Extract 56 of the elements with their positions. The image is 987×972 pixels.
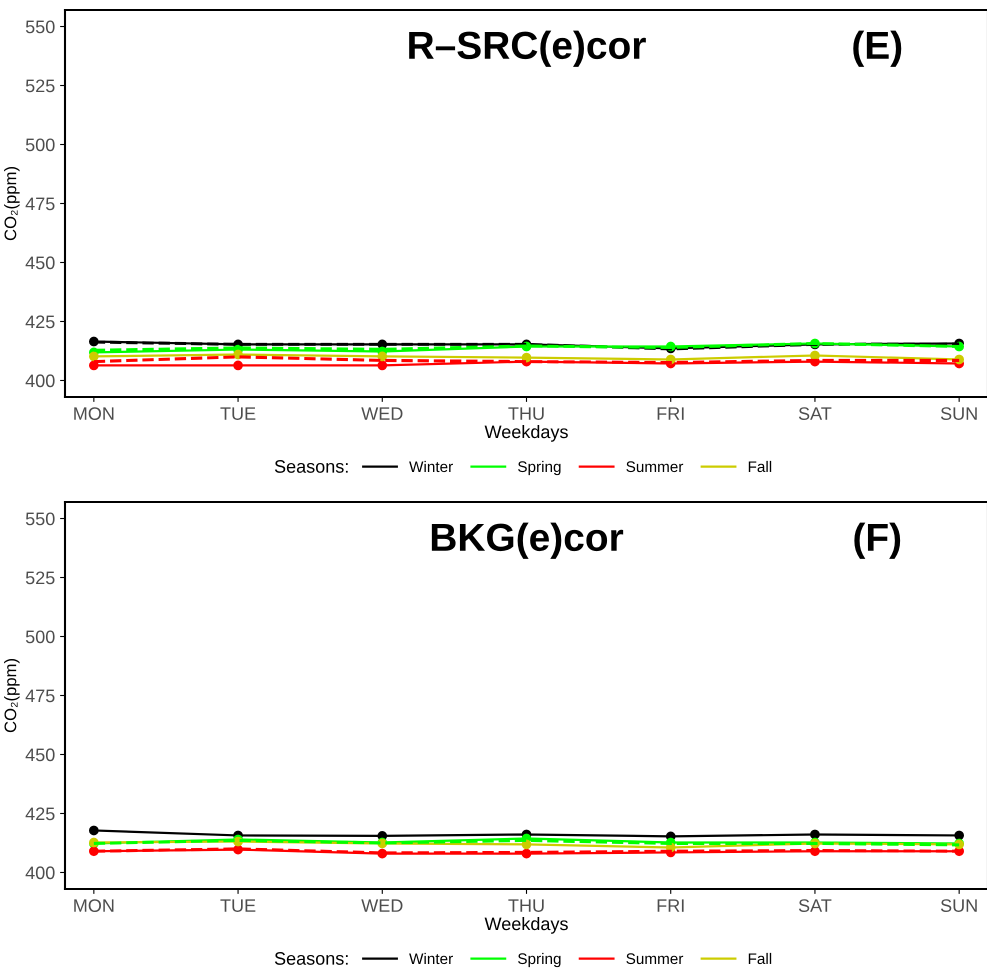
chart-title: R–SRC(e)cor	[409, 30, 646, 67]
x-tick-label: SAT	[798, 407, 832, 420]
x-axis-title: Weekdays	[484, 424, 568, 442]
legend-label: Fall	[748, 460, 772, 472]
y-tick-label: 500	[26, 630, 55, 644]
legend-label: Summer	[626, 953, 684, 964]
y-tick-label: 475	[26, 690, 55, 702]
x-tick-label: TUE	[220, 899, 256, 912]
chart-title: BKG(e)cor	[432, 522, 624, 559]
point	[88, 826, 99, 836]
annotation: (F)	[854, 522, 900, 559]
legend-label: Spring	[518, 952, 561, 968]
legend-title: Seasons:	[274, 460, 348, 473]
point	[810, 830, 820, 840]
x-tick-label: SAT	[798, 899, 832, 912]
point	[522, 352, 532, 362]
legend-label: Summer	[626, 461, 684, 472]
x-tick-label: MON	[74, 899, 114, 912]
legend-label: Fall	[748, 952, 772, 964]
x-tick-label: THU	[508, 407, 544, 420]
x-tick-label: FRI	[658, 407, 684, 420]
x-tick-label: SUN	[940, 407, 977, 420]
y-tick-label: 550	[26, 20, 55, 34]
x-axis-title: Weekdays	[484, 916, 568, 934]
y-tick-label: 450	[26, 256, 55, 270]
legend-label: Winter	[409, 952, 453, 964]
x-tick-label: TUE	[220, 407, 256, 420]
x-tick-label: SUN	[940, 899, 977, 912]
x-tick-label: THU	[508, 899, 544, 912]
y-tick-label: 550	[26, 512, 55, 526]
point	[810, 350, 820, 360]
point	[954, 830, 964, 840]
y-axis-title: CO₂(ppm)	[4, 167, 20, 240]
point	[377, 360, 388, 370]
x-tick-label: MON	[74, 407, 114, 420]
point	[522, 840, 532, 850]
legend-title: Seasons:	[274, 952, 348, 965]
point	[233, 360, 243, 370]
x-tick-label: WED	[361, 899, 402, 912]
y-tick-label: 450	[26, 748, 55, 762]
point	[377, 352, 388, 362]
x-tick-label: FRI	[658, 899, 684, 912]
y-tick-label: 425	[26, 315, 55, 328]
y-tick-label: 525	[26, 571, 55, 584]
y-tick-label: 425	[26, 807, 55, 820]
y-tick-label: 400	[26, 374, 55, 388]
annotation: (E)	[853, 30, 902, 67]
y-tick-label: 400	[26, 866, 55, 880]
y-tick-label: 500	[26, 138, 55, 152]
point	[88, 352, 99, 362]
y-tick-label: 475	[26, 198, 55, 210]
x-tick-label: WED	[361, 407, 402, 420]
y-axis-title: CO₂(ppm)	[4, 659, 20, 732]
y-tick-label: 525	[26, 79, 55, 92]
legend-label: Winter	[409, 460, 453, 472]
legend-label: Spring	[518, 460, 561, 476]
